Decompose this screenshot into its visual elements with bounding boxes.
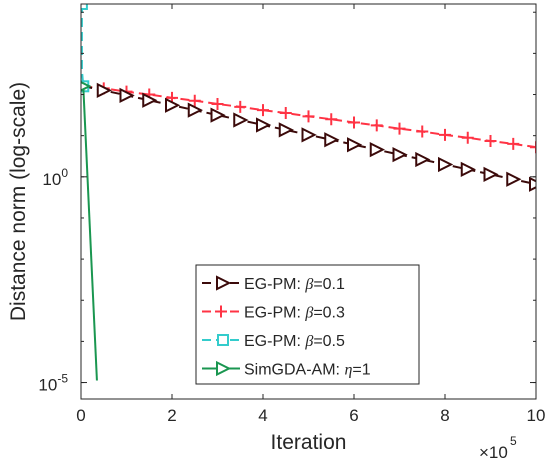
marker-plus — [484, 135, 497, 148]
marker-plus — [439, 128, 451, 141]
axes-box — [80, 3, 537, 400]
marker-triangle — [81, 81, 92, 92]
marker-plus — [507, 137, 520, 150]
x-tick-label: 4 — [258, 406, 267, 425]
legend-entry-label: EG-PM: β=0.5 — [244, 333, 345, 350]
marker-triangle — [216, 360, 232, 377]
marker-plus — [348, 116, 360, 129]
marker-plus — [234, 100, 247, 113]
series-0 — [81, 81, 536, 192]
marker-triangle — [142, 92, 158, 108]
x-tick-label: 2 — [167, 406, 176, 425]
marker-plus — [302, 110, 315, 123]
marker-plus — [279, 107, 292, 120]
y-tick-label: 10-5 — [38, 372, 68, 395]
marker-plus — [530, 141, 536, 154]
y-axis-label: Distance norm (log-scale) — [7, 82, 30, 321]
marker-plus — [370, 119, 383, 132]
marker-triangle — [369, 142, 385, 158]
marker-triangle — [460, 161, 476, 178]
marker-plus — [211, 97, 224, 110]
x-multiplier-exponent: 5 — [510, 434, 517, 448]
series-line — [82, 86, 98, 381]
x-axis-ticks: 0 2 4 6 8 10 — [76, 4, 545, 425]
marker-triangle — [529, 176, 536, 192]
marker-triangle — [392, 146, 408, 163]
marker-plus — [461, 131, 474, 144]
series-1 — [81, 80, 536, 154]
marker-triangle — [506, 171, 522, 187]
marker-triangle — [415, 151, 431, 168]
y-axis-ticks: 100 10-5 — [38, 11, 536, 395]
marker-plus — [188, 94, 201, 107]
marker-plus — [215, 305, 227, 318]
y-tick-label: 100 — [42, 166, 68, 189]
legend-entry-label: EG-PM: β=0.3 — [244, 305, 345, 322]
marker-square — [81, 4, 88, 10]
marker-triangle — [233, 112, 249, 128]
legend-box — [195, 264, 420, 385]
marker-triangle — [187, 102, 203, 118]
marker-triangle — [165, 97, 181, 113]
marker-triangle — [210, 107, 226, 123]
plot-area — [81, 4, 536, 381]
series-3 — [81, 81, 98, 381]
x-axis-multiplier: ×10 5 — [479, 434, 517, 461]
marker-triangle — [256, 117, 272, 133]
marker-triangle — [96, 82, 112, 99]
series-line — [81, 4, 85, 87]
legend-entry-label: EG-PM: β=0.1 — [244, 276, 345, 293]
x-multiplier-base: ×10 — [479, 443, 508, 461]
marker-triangle — [278, 122, 294, 138]
x-tick-label: 6 — [349, 406, 358, 425]
marker-triangle — [483, 166, 499, 182]
legend: EG-PM: β=0.1 EG-PM: β=0.3 EG-PM: β=0.5 SimG… — [195, 264, 420, 385]
x-tick-label: 10 — [527, 406, 546, 425]
marker-triangle — [301, 127, 317, 143]
x-tick-label: 8 — [440, 406, 449, 425]
marker-plus — [416, 125, 429, 138]
marker-plus — [393, 122, 406, 135]
marker-plus — [257, 104, 269, 117]
marker-triangle — [119, 87, 135, 103]
marker-square — [217, 334, 229, 346]
x-axis-label: Iteration — [271, 431, 347, 454]
legend-entry-label: SimGDA-AM: η=1 — [244, 362, 371, 379]
marker-triangle — [324, 132, 340, 148]
marker-triangle — [438, 156, 454, 173]
series-2 — [81, 4, 90, 93]
x-tick-label: 0 — [76, 406, 85, 425]
marker-plus — [325, 113, 338, 126]
marker-triangle — [347, 137, 363, 153]
marker-triangle — [216, 275, 232, 291]
